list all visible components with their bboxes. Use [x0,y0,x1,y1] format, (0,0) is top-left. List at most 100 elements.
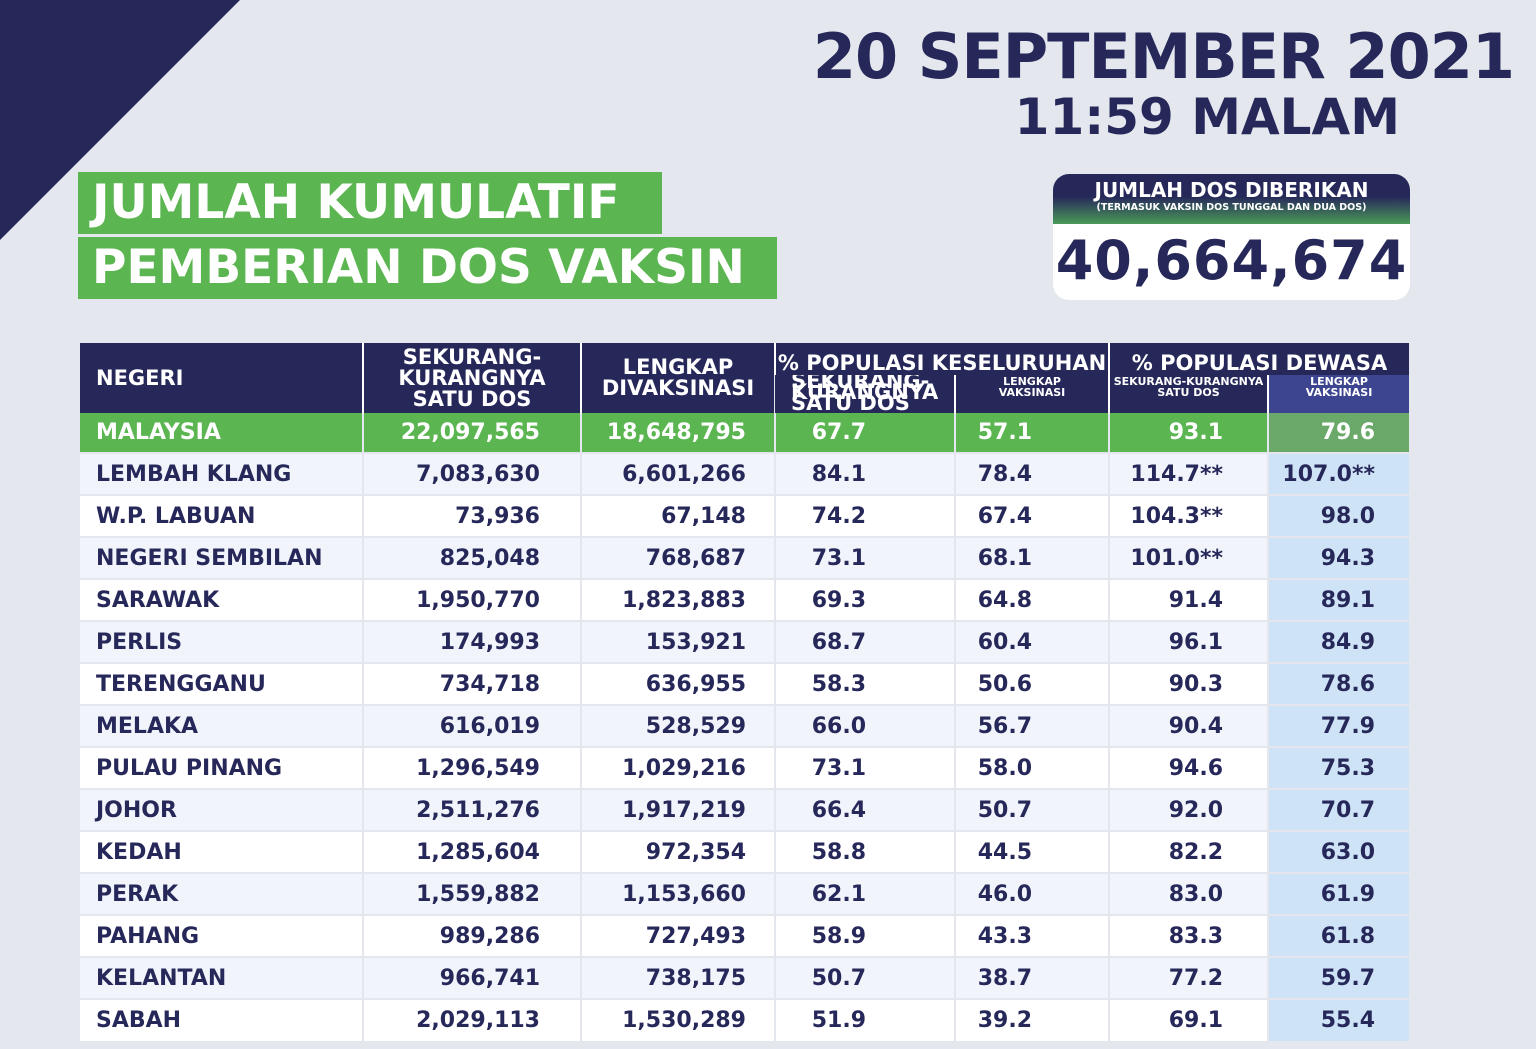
cell-complete: 1,153,660 [580,872,775,915]
cell-pct-adult-one: 90.4 [1108,704,1269,747]
cell-pct-all-one: 66.0 [774,704,955,747]
cell-name: SABAH [80,998,363,1041]
cell-name: KELANTAN [80,956,363,999]
cell-pct-all-full: 57.1 [953,413,1110,453]
subheader-total-one-dose-label: SEKURANG-KURANGNYA SATU DOS [791,375,939,413]
header-pop-adult: % POPULASI DEWASA [1108,343,1410,375]
cell-complete: 972,354 [580,830,775,873]
cell-pct-adult-full: 61.9 [1267,872,1410,915]
cell-pct-adult-one: 83.0 [1108,872,1269,915]
table-row: LEMBAH KLANG 7,083,630 6,601,266 84.1 78.4 11… [80,452,1410,495]
cell-name: PAHANG [80,914,363,957]
cell-name: KEDAH [80,830,363,873]
table-row: KELANTAN 966,741 738,175 50.7 38.7 77.2 59.7 [80,956,1410,999]
table-row: JOHOR 2,511,276 1,917,219 66.4 50.7 92.0 70.7 [80,788,1410,831]
subheader-adult-one-dose-label: SEKURANG-KURANGNYA SATU DOS [1113,375,1264,399]
cell-pct-adult-one: 77.2 [1108,956,1269,999]
total-doses-value: 40,664,674 [1055,229,1408,292]
cell-pct-adult-full: 107.0** [1267,452,1410,495]
cell-name: PERLIS [80,620,363,663]
cell-one-dose: 989,286 [362,914,581,957]
cell-pct-all-one: 58.9 [774,914,955,957]
cell-pct-adult-full: 63.0 [1267,830,1410,873]
cell-pct-all-full: 60.4 [953,620,1110,663]
table-row: SABAH 2,029,113 1,530,289 51.9 39.2 69.1 55.4 [80,998,1410,1041]
header-complete: LENGKAP DIVAKSINASI [580,343,775,413]
cell-one-dose: 7,083,630 [362,452,581,495]
cell-pct-all-one: 62.1 [774,872,955,915]
total-doses-box: JUMLAH DOS DIBERIKAN (TERMASUK VAKSIN DO… [1053,174,1410,300]
cell-one-dose: 174,993 [362,620,581,663]
cell-one-dose: 1,950,770 [362,578,581,621]
table-row: PAHANG 989,286 727,493 58.9 43.3 83.3 61.8 [80,914,1410,957]
cell-pct-all-full: 39.2 [953,998,1110,1041]
cell-complete: 528,529 [580,704,775,747]
cell-pct-all-one: 66.4 [774,788,955,831]
cell-pct-all-full: 58.0 [953,746,1110,789]
cell-one-dose: 1,285,604 [362,830,581,873]
cell-pct-adult-one: 69.1 [1108,998,1269,1041]
cell-pct-adult-full: 78.6 [1267,662,1410,705]
cell-pct-all-one: 67.7 [774,413,955,453]
table-body: MALAYSIA 22,097,565 18,648,795 67.7 57.1… [80,413,1410,1041]
cell-pct-adult-full: 98.0 [1267,494,1410,537]
cell-pct-all-one: 74.2 [774,494,955,537]
cell-pct-all-full: 67.4 [953,494,1110,537]
cell-pct-all-one: 84.1 [774,452,955,495]
table-row: PERLIS 174,993 153,921 68.7 60.4 96.1 84.9 [80,620,1410,663]
cell-one-dose: 966,741 [362,956,581,999]
total-doses-header: JUMLAH DOS DIBERIKAN (TERMASUK VAKSIN DO… [1053,174,1410,224]
subheader-total-one-dose: SEKURANG-KURANGNYA SATU DOS [775,375,955,413]
total-doses-title: JUMLAH DOS DIBERIKAN [1094,178,1369,202]
cell-pct-adult-full: 61.8 [1267,914,1410,957]
cell-name: TERENGGANU [80,662,363,705]
cell-pct-adult-one: 101.0** [1108,536,1269,579]
header-negeri: NEGERI [80,343,363,413]
cell-pct-all-full: 50.7 [953,788,1110,831]
cell-name: NEGERI SEMBILAN [80,536,363,579]
table-row: MELAKA 616,019 528,529 66.0 56.7 90.4 77.9 [80,704,1410,747]
cell-pct-all-one: 58.3 [774,662,955,705]
cell-pct-adult-one: 96.1 [1108,620,1269,663]
subheader-adult-one-dose: SEKURANG-KURANGNYA SATU DOS [1108,375,1269,413]
cell-name: PERAK [80,872,363,915]
title-line-2: PEMBERIAN DOS VAKSIN [78,237,777,299]
cell-pct-all-full: 56.7 [953,704,1110,747]
table-row: W.P. LABUAN 73,936 67,148 74.2 67.4 104.3** 98… [80,494,1410,537]
cell-pct-adult-full: 70.7 [1267,788,1410,831]
table-row: KEDAH 1,285,604 972,354 58.8 44.5 82.2 63.0 [80,830,1410,873]
subheader-total-complete-label: LENGKAP VAKSINASI [998,375,1066,399]
cell-name: JOHOR [80,788,363,831]
cell-pct-adult-one: 82.2 [1108,830,1269,873]
cell-complete: 1,823,883 [580,578,775,621]
table-row: TERENGGANU 734,718 636,955 58.3 50.6 90.3 78.6 [80,662,1410,705]
cell-pct-adult-one: 94.6 [1108,746,1269,789]
cell-pct-adult-full: 79.6 [1267,413,1410,453]
cell-pct-adult-full: 75.3 [1267,746,1410,789]
cell-pct-all-one: 73.1 [774,746,955,789]
subheader-adult-complete: LENGKAP VAKSINASI [1267,375,1410,413]
cell-pct-adult-one: 114.7** [1108,452,1269,495]
cell-pct-adult-one: 90.3 [1108,662,1269,705]
cell-pct-adult-full: 89.1 [1267,578,1410,621]
report-time: 11:59 MALAM [1014,88,1400,146]
cell-name: PULAU PINANG [80,746,363,789]
cell-one-dose: 825,048 [362,536,581,579]
vaccination-table: NEGERI SEKURANG-KURANGNYA SATU DOS LENGK… [80,343,1410,1041]
cell-pct-all-one: 73.1 [774,536,955,579]
cell-pct-all-one: 58.8 [774,830,955,873]
report-date: 20 SEPTEMBER 2021 [812,20,1515,93]
cell-complete: 727,493 [580,914,775,957]
cell-one-dose: 22,097,565 [362,413,581,453]
table-row: NEGERI SEMBILAN 825,048 768,687 73.1 68.1 101… [80,536,1410,579]
cell-pct-all-full: 38.7 [953,956,1110,999]
cell-pct-adult-one: 104.3** [1108,494,1269,537]
subheader-total-complete: LENGKAP VAKSINASI [953,375,1110,413]
table-row: PULAU PINANG 1,296,549 1,029,216 73.1 58.0 94… [80,746,1410,789]
cell-pct-all-full: 44.5 [953,830,1110,873]
header-pop-total: % POPULASI KESELURUHAN [773,343,1110,375]
cell-name: SARAWAK [80,578,363,621]
cell-pct-all-one: 68.7 [774,620,955,663]
cell-pct-all-full: 64.8 [953,578,1110,621]
cell-pct-adult-full: 94.3 [1267,536,1410,579]
